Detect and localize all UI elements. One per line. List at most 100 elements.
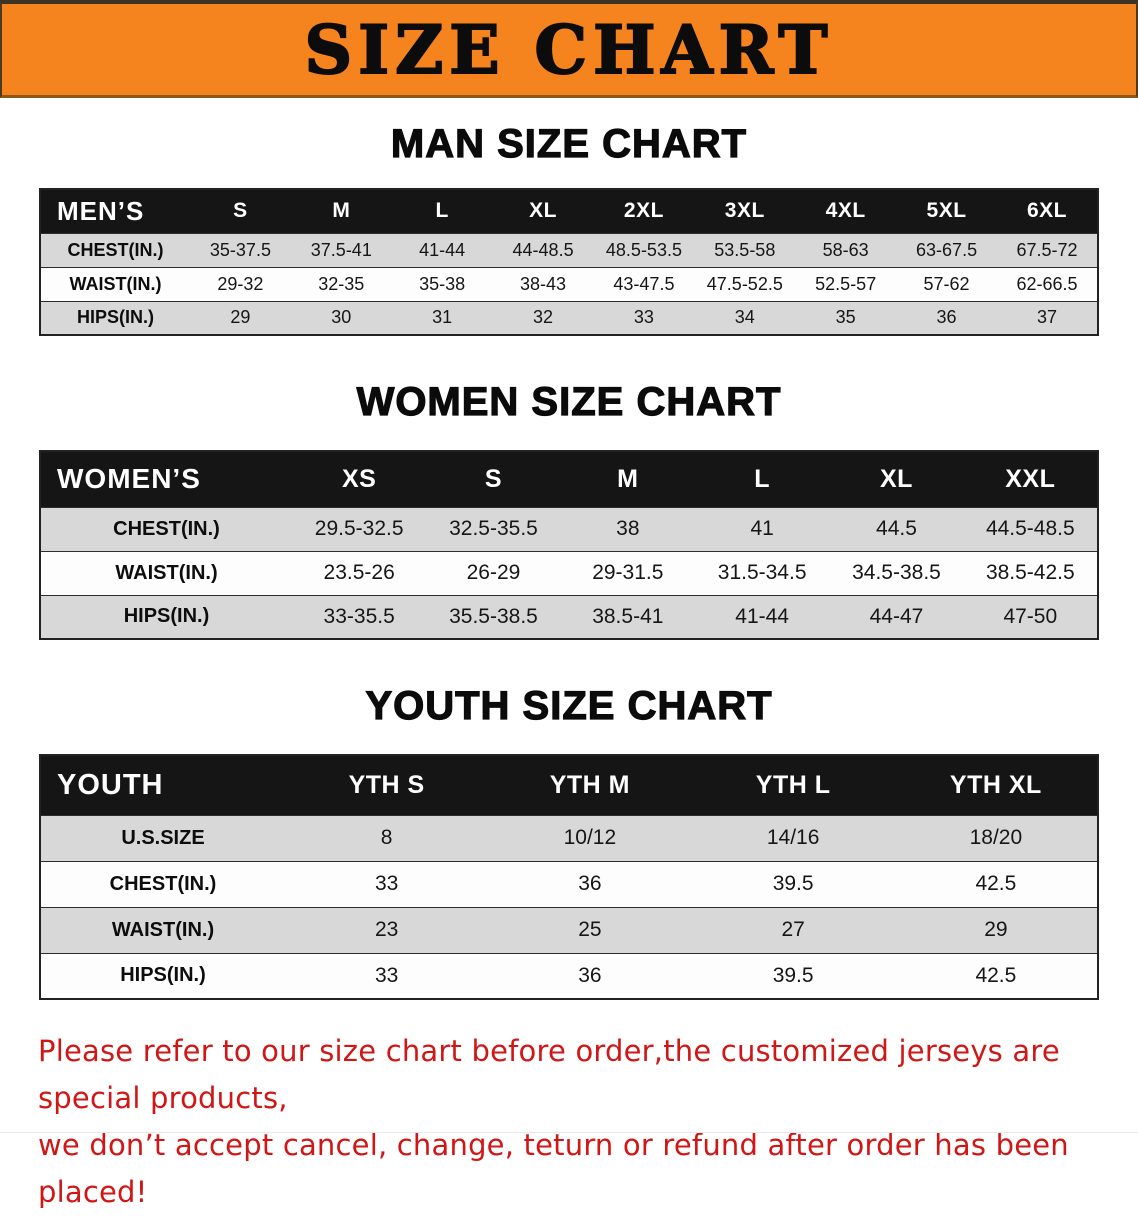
table-cell: 26-29 [426,550,561,596]
page-title: SIZE CHART [304,10,834,89]
table-cell: 44-47 [829,594,964,640]
column-header: XXL [963,450,1098,508]
table-cell: 29 [894,906,1098,954]
table-cell: 32 [492,300,594,336]
table-cell: 33 [285,952,489,1000]
table-cell: 35.5-38.5 [426,594,561,640]
row-label: HIPS(IN.) [40,594,292,640]
table-cell: 33 [285,860,489,908]
table-title: WOMEN’S [40,450,292,508]
disclaimer-line-1: Please refer to our size chart before or… [38,1034,1060,1115]
table-cell: 27 [691,906,895,954]
column-header: 5XL [896,188,997,234]
table-cell: 32-35 [290,266,392,302]
table-cell: 41 [694,506,830,552]
table-cell: 35-37.5 [190,232,291,268]
row-label: CHEST(IN.) [40,232,190,268]
banner: SIZE CHART [0,0,1138,98]
column-header: XL [492,188,594,234]
table-cell: 63-67.5 [896,232,997,268]
column-header: YTH M [488,754,692,816]
column-header: XL [829,450,964,508]
row-label: WAIST(IN.) [40,550,292,596]
table-row: HIPS(IN.) 33-35.5 35.5-38.5 38.5-41 41-44 44-… [40,594,1098,640]
row-label: HIPS(IN.) [40,300,190,336]
column-header: L [694,450,830,508]
column-header: YTH L [691,754,895,816]
column-header: S [426,450,561,508]
table-cell: 23.5-26 [292,550,427,596]
table-cell: 36 [488,952,692,1000]
youth-size-table: YOUTH YTH S YTH M YTH L YTH XL U.S.SIZE 8 10/12… [39,754,1099,1000]
table-cell: 52.5-57 [795,266,897,302]
table-cell: 29 [190,300,291,336]
column-header: L [391,188,493,234]
column-header: 2XL [593,188,695,234]
table-title: MEN’S [40,188,190,234]
table-row: CHEST(IN.) 29.5-32.5 32.5-35.5 38 41 44.5 44.5… [40,506,1098,552]
row-label: CHEST(IN.) [40,506,292,552]
table-cell: 29.5-32.5 [292,506,427,552]
column-header: M [290,188,392,234]
table-cell: 43-47.5 [593,266,695,302]
table-cell: 42.5 [894,860,1098,908]
column-header: S [190,188,291,234]
youth-size-section: YOUTH SIZE CHART YOUTH YTH S YTH M YTH L YTH… [0,683,1138,1000]
table-cell: 41-44 [694,594,830,640]
table-row: CHEST(IN.) 35-37.5 37.5-41 41-44 44-48.5 48.5… [40,232,1098,268]
table-row: HIPS(IN.) 29 30 31 32 33 34 35 36 37 [40,300,1098,336]
disclaimer: Please refer to our size chart before or… [0,1028,1138,1216]
women-size-section: WOMEN SIZE CHART WOMEN’S XS S M L XL XXL CHEST(… [0,379,1138,640]
women-size-table: WOMEN’S XS S M L XL XXL CHEST(IN.) 29.5-32.5 32.5… [39,450,1099,640]
table-cell: 47.5-52.5 [694,266,796,302]
table-header-row: YOUTH YTH S YTH M YTH L YTH XL [40,754,1098,816]
table-cell: 58-63 [795,232,897,268]
row-label: WAIST(IN.) [40,906,285,954]
table-cell: 47-50 [963,594,1098,640]
table-cell: 39.5 [691,860,895,908]
men-section-heading: MAN SIZE CHART [390,121,748,166]
column-header: 3XL [694,188,796,234]
table-cell: 42.5 [894,952,1098,1000]
table-row: WAIST(IN.) 23 25 27 29 [40,906,1098,954]
column-header: M [560,450,695,508]
table-cell: 48.5-53.5 [593,232,695,268]
row-label: WAIST(IN.) [40,266,190,302]
table-cell: 30 [290,300,392,336]
column-header: 6XL [997,188,1098,234]
table-cell: 37 [997,300,1098,336]
table-cell: 37.5-41 [290,232,392,268]
table-cell: 44-48.5 [492,232,594,268]
table-cell: 33 [593,300,695,336]
table-row: HIPS(IN.) 33 36 39.5 42.5 [40,952,1098,1000]
table-cell: 31 [391,300,493,336]
table-row: WAIST(IN.) 23.5-26 26-29 29-31.5 31.5-34.5 34… [40,550,1098,596]
row-label: HIPS(IN.) [40,952,285,1000]
table-cell: 8 [285,814,489,862]
table-cell: 38.5-42.5 [963,550,1098,596]
table-title: YOUTH [40,754,285,816]
column-header: YTH XL [894,754,1098,816]
table-cell: 38.5-41 [560,594,695,640]
row-label: U.S.SIZE [40,814,285,862]
table-header-row: WOMEN’S XS S M L XL XXL [40,450,1098,508]
table-cell: 53.5-58 [694,232,796,268]
column-header: YTH S [285,754,489,816]
men-size-section: MAN SIZE CHART MEN’S S M L XL 2XL 3XL 4XL 5XL 6XL… [0,121,1138,336]
table-cell: 10/12 [488,814,692,862]
table-cell: 38 [560,506,695,552]
table-cell: 35 [795,300,897,336]
table-cell: 39.5 [691,952,895,1000]
table-cell: 31.5-34.5 [694,550,830,596]
table-cell: 44.5-48.5 [963,506,1098,552]
table-cell: 67.5-72 [997,232,1098,268]
table-cell: 41-44 [391,232,493,268]
table-header-row: MEN’S S M L XL 2XL 3XL 4XL 5XL 6XL [40,188,1098,234]
table-row: U.S.SIZE 8 10/12 14/16 18/20 [40,814,1098,862]
table-cell: 29-32 [190,266,291,302]
youth-section-heading: YOUTH SIZE CHART [365,683,773,728]
table-cell: 36 [488,860,692,908]
table-cell: 36 [896,300,997,336]
table-cell: 34 [694,300,796,336]
disclaimer-line-2: we don’t accept cancel, change, teturn o… [38,1128,1069,1209]
